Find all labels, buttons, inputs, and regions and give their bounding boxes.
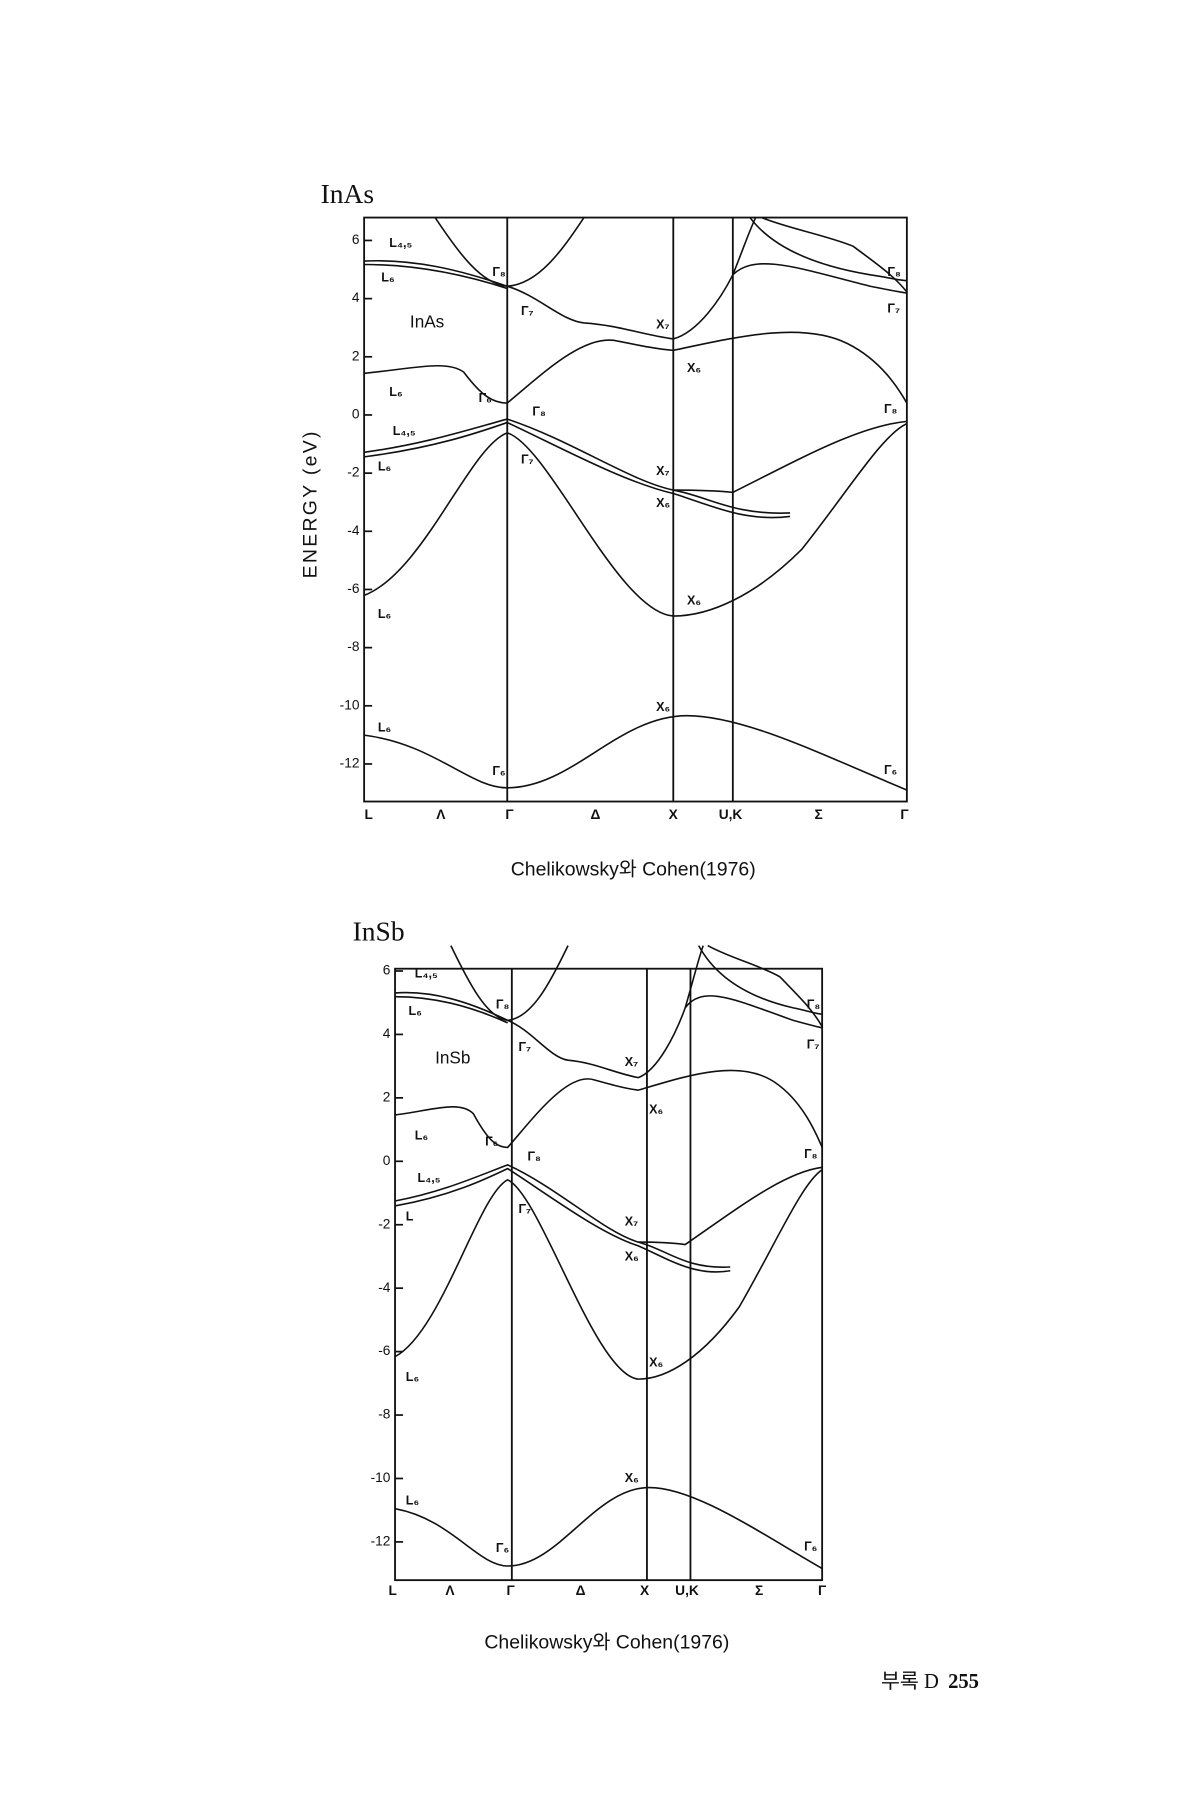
- footer-section: 부록 D: [881, 1671, 939, 1693]
- point-label: Γ₇: [518, 1202, 531, 1216]
- y-tick-label: -2: [347, 465, 359, 480]
- x-label: Λ: [445, 1583, 455, 1598]
- point-label: L₆: [378, 607, 391, 621]
- inset-label: InAs: [410, 311, 444, 331]
- point-label: X₆: [649, 1355, 663, 1369]
- x-label: Σ: [815, 807, 823, 822]
- point-label: L₄,₅: [393, 424, 416, 438]
- inset-label: InSb: [435, 1048, 470, 1068]
- figure-inas: [363, 216, 908, 803]
- y-tick-label: -10: [340, 697, 360, 712]
- x-label: U,K: [719, 807, 743, 822]
- x-label: Γ: [505, 807, 514, 822]
- y-tick-label: 4: [352, 290, 360, 305]
- x-label: Δ: [576, 1583, 586, 1598]
- point-label: Γ₇: [518, 1040, 531, 1054]
- x-label: L: [365, 807, 373, 822]
- point-label: L₆: [415, 1129, 428, 1143]
- point-label: Γ₇: [887, 301, 900, 315]
- point-label: X₆: [687, 593, 701, 607]
- figure-title: InAs: [321, 179, 374, 209]
- y-tick-label: 4: [383, 1026, 391, 1041]
- y-tick-label: -6: [378, 1343, 391, 1358]
- point-label: L₄,₅: [418, 1171, 441, 1185]
- point-label: Γ₈: [804, 1147, 818, 1161]
- y-tick-label: 0: [383, 1153, 391, 1168]
- point-label: Γ₈: [496, 998, 510, 1012]
- y-axis-label: ENERGY (eV): [300, 429, 322, 578]
- point-label: X₇: [656, 318, 669, 332]
- y-tick-label: -6: [347, 581, 360, 596]
- point-label: Γ₈: [492, 265, 506, 279]
- point-label: X₆: [656, 496, 670, 510]
- point-label: Γ₆: [485, 1135, 498, 1149]
- y-tick-label: -8: [378, 1407, 391, 1422]
- y-tick-label: 0: [352, 407, 360, 422]
- x-label: X: [669, 807, 679, 822]
- y-tick-label: -12: [340, 756, 360, 771]
- y-tick-label: -8: [347, 639, 360, 654]
- point-label: Γ₆: [479, 391, 492, 405]
- y-tick-label: -12: [371, 1534, 391, 1549]
- y-tick-label: 2: [383, 1089, 391, 1104]
- point-label: Γ₆: [496, 1541, 509, 1555]
- point-label: L₆: [389, 385, 402, 399]
- page-number: 255: [948, 1671, 979, 1693]
- y-tick-label: -4: [378, 1280, 391, 1295]
- point-label: Γ₇: [521, 453, 534, 467]
- point-label: Γ₆: [884, 763, 897, 777]
- x-label: X: [640, 1583, 650, 1598]
- point-label: Γ₈: [532, 405, 546, 419]
- point-label: L₄,₅: [389, 236, 412, 250]
- point-label: X₇: [625, 1214, 638, 1228]
- point-label: Γ₆: [492, 764, 505, 778]
- x-label: U,K: [675, 1583, 699, 1598]
- point-label: X₇: [625, 1055, 638, 1069]
- point-label: X₆: [625, 1249, 639, 1263]
- point-label: L₆: [381, 271, 394, 285]
- point-label: L₆: [378, 721, 391, 735]
- point-label: Γ₆: [804, 1540, 817, 1554]
- x-label: Σ: [755, 1583, 763, 1598]
- x-label: Γ: [900, 807, 909, 822]
- x-label: Δ: [590, 807, 600, 822]
- point-label: L₄,₅: [415, 967, 438, 981]
- y-tick-label: 6: [383, 963, 391, 978]
- caption: Chelikowsky와 Cohen(1976): [484, 1631, 729, 1653]
- x-label: Γ: [818, 1583, 827, 1598]
- caption: Chelikowsky와 Cohen(1976): [511, 858, 756, 880]
- point-label: Γ₈: [887, 265, 901, 279]
- point-label: X₆: [656, 700, 670, 714]
- point-label: Γ₇: [807, 1038, 820, 1052]
- point-label: Γ₈: [807, 998, 821, 1012]
- x-label: Λ: [436, 807, 446, 822]
- point-label: Γ₈: [884, 402, 898, 416]
- point-label: L₆: [378, 460, 391, 474]
- point-label: X₆: [649, 1102, 663, 1116]
- point-label: L: [406, 1210, 414, 1224]
- x-label: L: [389, 1583, 397, 1598]
- y-tick-label: -10: [371, 1470, 391, 1485]
- point-label: X₆: [687, 361, 701, 375]
- y-tick-label: -4: [347, 523, 360, 538]
- point-label: X₆: [625, 1471, 639, 1485]
- point-label: L₆: [406, 1494, 419, 1508]
- y-tick-label: 6: [352, 232, 360, 247]
- y-tick-label: -2: [378, 1216, 390, 1231]
- point-label: Γ₈: [527, 1150, 541, 1164]
- figure-title: InSb: [353, 917, 405, 947]
- point-label: L₆: [406, 1370, 419, 1384]
- point-label: X₇: [656, 464, 669, 478]
- y-tick-label: 2: [352, 348, 360, 363]
- point-label: Γ₇: [521, 304, 534, 318]
- x-label: Γ: [507, 1583, 516, 1598]
- point-label: L₆: [409, 1004, 422, 1018]
- figure-insb: [394, 944, 824, 1582]
